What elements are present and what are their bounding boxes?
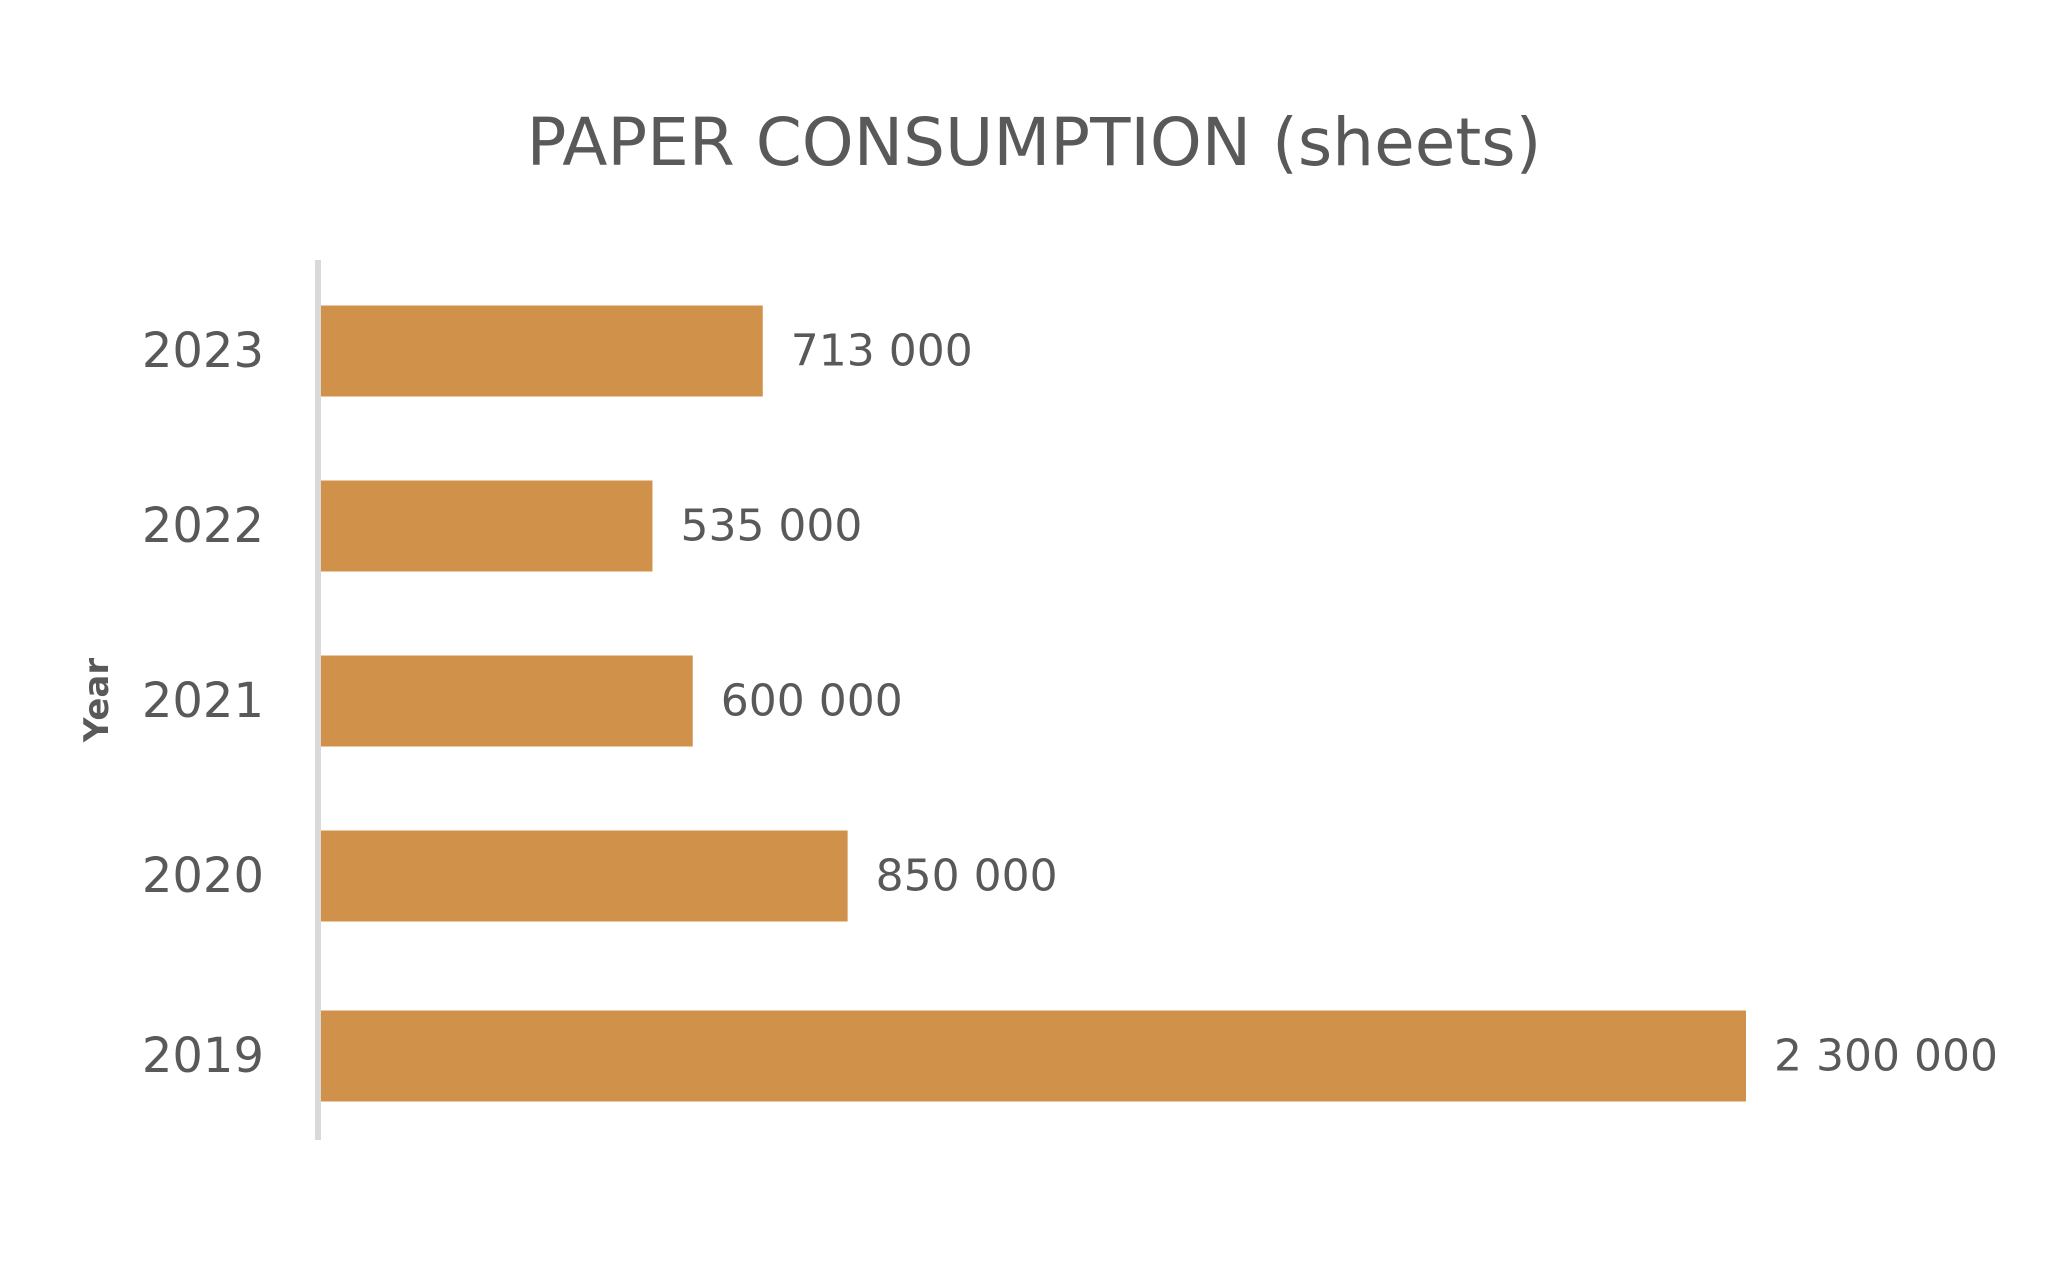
data-label-2022: 535 000 (680, 501, 862, 552)
category-label-2021: 2021 (142, 673, 264, 729)
bars-layer (321, 305, 1746, 1102)
bar-2020 (321, 830, 848, 922)
value-labels: 713 000 535 000 600 000 850 000 2 300 000 (680, 326, 1997, 1082)
category-label-2022: 2022 (142, 498, 264, 554)
data-label-2021: 600 000 (721, 676, 903, 727)
chart-title: PAPER CONSUMPTION (sheets) (527, 104, 1542, 181)
y-axis-label: Year (77, 658, 117, 744)
category-label-2020: 2020 (142, 848, 264, 904)
category-label-2023: 2023 (142, 323, 264, 379)
category-labels: 2023 2022 2021 2020 2019 (142, 323, 264, 1084)
category-label-2019: 2019 (142, 1028, 264, 1084)
data-label-2023: 713 000 (791, 326, 973, 377)
data-label-2019: 2 300 000 (1774, 1031, 1998, 1082)
data-label-2020: 850 000 (876, 851, 1058, 902)
bar-2023 (321, 305, 763, 397)
bar-2022 (321, 480, 653, 572)
bar-2019 (321, 1010, 1746, 1102)
bar-2021 (321, 655, 693, 747)
